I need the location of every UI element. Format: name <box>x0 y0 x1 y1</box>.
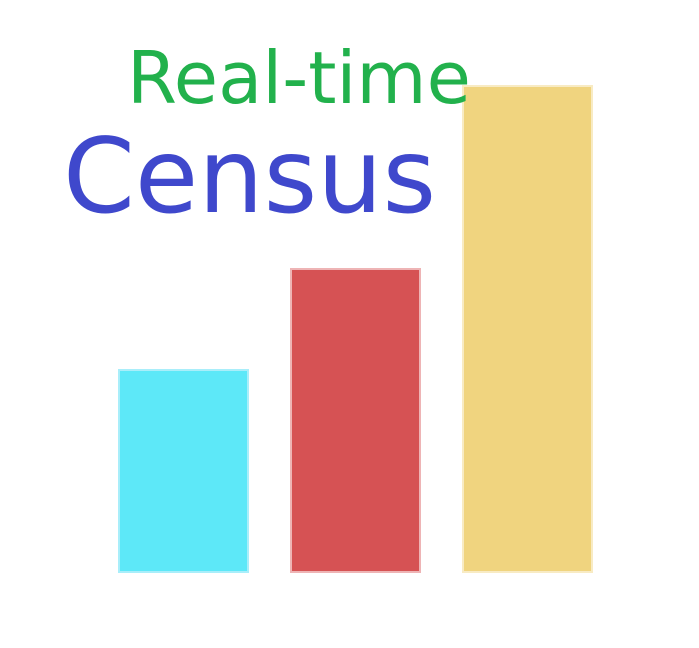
logo-text-real-time: Real-time <box>127 36 471 120</box>
logo-bar-medium <box>290 268 421 573</box>
logo-bar-tall <box>462 85 593 573</box>
logo-text-census: Census <box>63 117 437 237</box>
logo-bar-short <box>118 369 249 573</box>
